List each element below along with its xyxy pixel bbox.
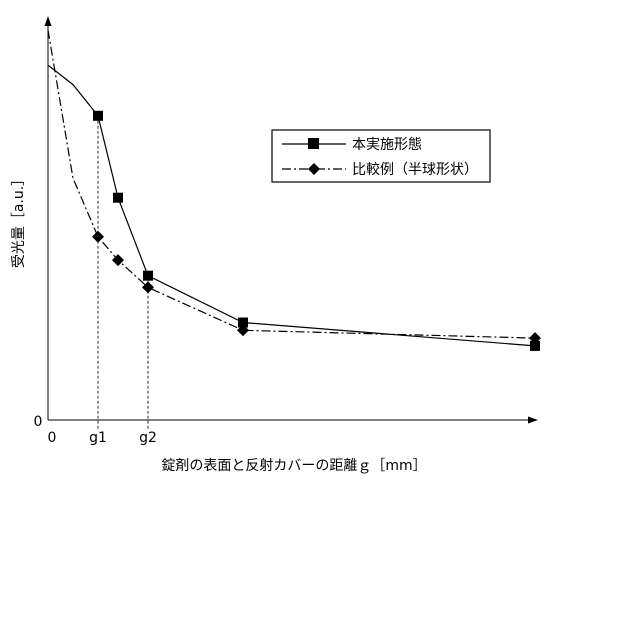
series-2-point-2 [92,231,104,243]
x-axis-label: 錠剤の表面と反射カバーの距離ｇ［mm］ [161,457,426,474]
series-2-line [48,30,535,338]
x-tick-label-g1: g1 [89,430,107,446]
series-1-line [48,65,535,346]
series-1-point-2 [93,111,103,121]
y-axis-arrow [45,16,52,26]
legend-label-series-1: 本実施形態 [352,137,422,153]
series-1 [48,65,540,351]
legend: 本実施形態 比較例（半球形状） [272,130,490,182]
guide-lines [98,116,148,430]
y-axis-label: 受光量［a.u.］ [11,172,27,268]
y-tick-label-0: 0 [34,414,43,430]
series-1-point-4 [143,271,153,281]
series-2 [48,30,541,344]
series-layer [48,30,541,351]
series-1-point-3 [113,193,123,203]
x-tick-label-0: 0 [48,430,57,446]
legend-marker-series-1 [308,138,319,149]
x-axis-arrow [528,417,538,424]
x-tick-label-g2: g2 [139,430,157,446]
legend-label-series-2: 比較例（半球形状） [352,162,478,178]
